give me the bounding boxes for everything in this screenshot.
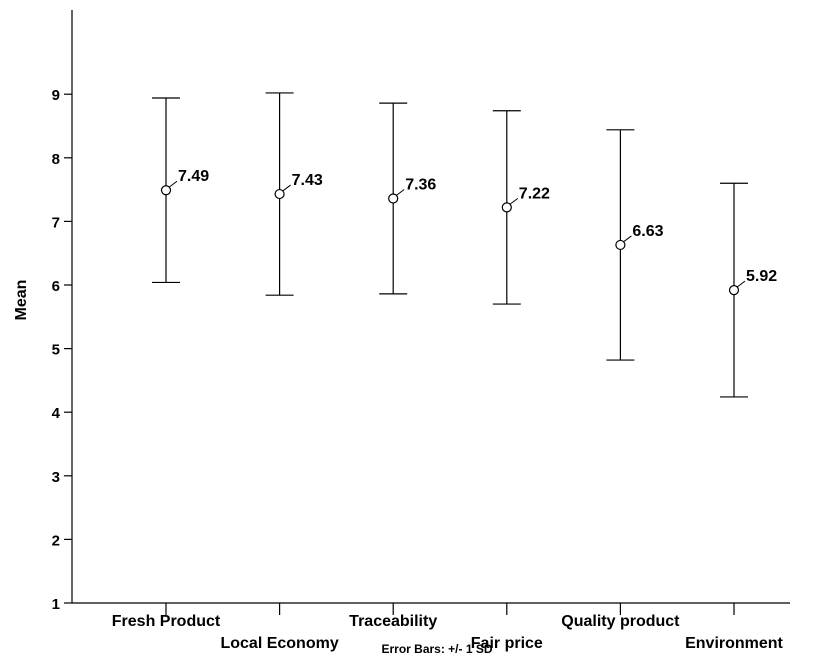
x-tick-label: Local Economy (220, 635, 338, 652)
error-bar-footnote: Error Bars: +/- 1 SD (381, 642, 492, 656)
y-tick-label: 8 (52, 151, 60, 168)
mean-value-label: 5.92 (746, 268, 777, 285)
y-tick-label: 4 (52, 405, 61, 422)
mean-marker (728, 284, 740, 296)
mean-marker (501, 202, 512, 213)
y-axis-label: Mean (13, 280, 30, 321)
x-tick-label: Environment (685, 635, 783, 652)
y-tick-label: 3 (52, 469, 60, 486)
y-tick-label: 7 (52, 214, 60, 231)
y-tick-label: 1 (52, 596, 60, 613)
y-tick-label: 2 (52, 532, 60, 549)
x-tick-label: Quality product (561, 613, 680, 630)
x-tick-label: Traceability (349, 613, 437, 630)
y-tick-label: 9 (52, 87, 60, 104)
value-label-leader (168, 180, 178, 188)
mean-marker (615, 239, 626, 251)
value-label-leader (623, 235, 632, 243)
value-label-leader (282, 184, 291, 192)
x-tick-label: Fresh Product (112, 613, 221, 630)
mean-marker (160, 185, 172, 196)
mean-marker (388, 193, 399, 204)
value-label-leader (736, 280, 746, 288)
mean-value-label: 7.22 (519, 185, 550, 202)
value-label-leader (509, 198, 519, 205)
mean-value-label: 7.49 (178, 168, 209, 185)
value-label-leader (395, 189, 405, 196)
mean-value-label: 6.63 (632, 223, 663, 240)
mean-marker (274, 188, 285, 200)
y-tick-label: 5 (52, 342, 60, 359)
mean-value-label: 7.36 (405, 177, 436, 194)
error-bars: 7.49 7.43 7.36 7.22 6.63 5.92 (152, 92, 777, 398)
axes: 1 2 3 4 5 6 7 8 9 Fresh Product Local Economy Trace… (52, 10, 790, 652)
y-tick-label: 6 (52, 278, 60, 295)
x-tick-label: Fair price (471, 635, 543, 652)
mean-value-label: 7.43 (292, 172, 323, 189)
